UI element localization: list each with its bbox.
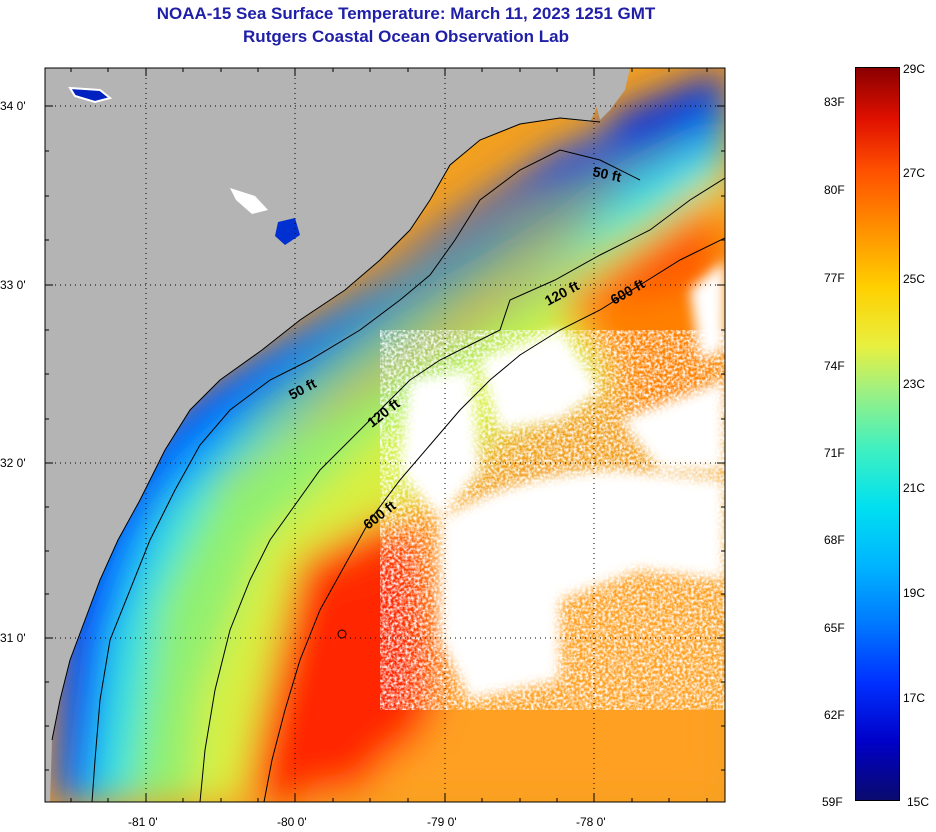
- colorbar-f-80: 80F: [824, 183, 845, 197]
- contour-label-50ft-north: 50 ft: [591, 163, 623, 185]
- colorbar-f-62: 62F: [824, 708, 845, 722]
- lon-label-79: -79 0': [427, 815, 457, 829]
- colorbar-c-19: 19C: [903, 586, 926, 600]
- colorbar-c-21: 21C: [903, 481, 926, 495]
- colorbar-f-65: 65F: [824, 621, 845, 635]
- lat-label-31: 31 0': [0, 631, 26, 645]
- colorbar-f-83: 83F: [824, 95, 845, 109]
- colorbar-c-23: 23C: [903, 377, 926, 391]
- temperature-colorbar: [855, 67, 900, 801]
- lat-label-33: 33 0': [0, 278, 26, 292]
- land-mass: [45, 68, 600, 802]
- lon-label-80: -80 0': [277, 815, 307, 829]
- colorbar-f-74: 74F: [824, 359, 845, 373]
- colorbar-c-15: 15C: [907, 795, 930, 809]
- lon-label-78: -78 0': [576, 815, 606, 829]
- lon-label-81: -81 0': [128, 815, 158, 829]
- colorbar-f-59: 59F: [822, 795, 843, 809]
- axis-ticks: [45, 68, 725, 802]
- colorbar-c-27: 27C: [903, 166, 926, 180]
- colorbar-c-17: 17C: [903, 691, 926, 705]
- lat-label-34: 34 0': [0, 99, 26, 113]
- map-frame: [44, 67, 726, 803]
- colorbar-c-29: 29C: [903, 62, 926, 76]
- colorbar-f-68: 68F: [824, 533, 845, 547]
- map-title: NOAA-15 Sea Surface Temperature: March 1…: [156, 4, 656, 23]
- graticule: [45, 68, 725, 802]
- colorbar-f-71: 71F: [824, 446, 845, 460]
- map-subtitle: Rutgers Coastal Ocean Observation Lab: [243, 27, 569, 46]
- colorbar-f-77: 77F: [824, 271, 845, 285]
- map-content: 50 ft 50 ft 120 ft 120 ft 600 ft 600 ft: [45, 68, 725, 802]
- lat-label-32: 32 0': [0, 456, 26, 470]
- colorbar-c-25: 25C: [903, 272, 926, 286]
